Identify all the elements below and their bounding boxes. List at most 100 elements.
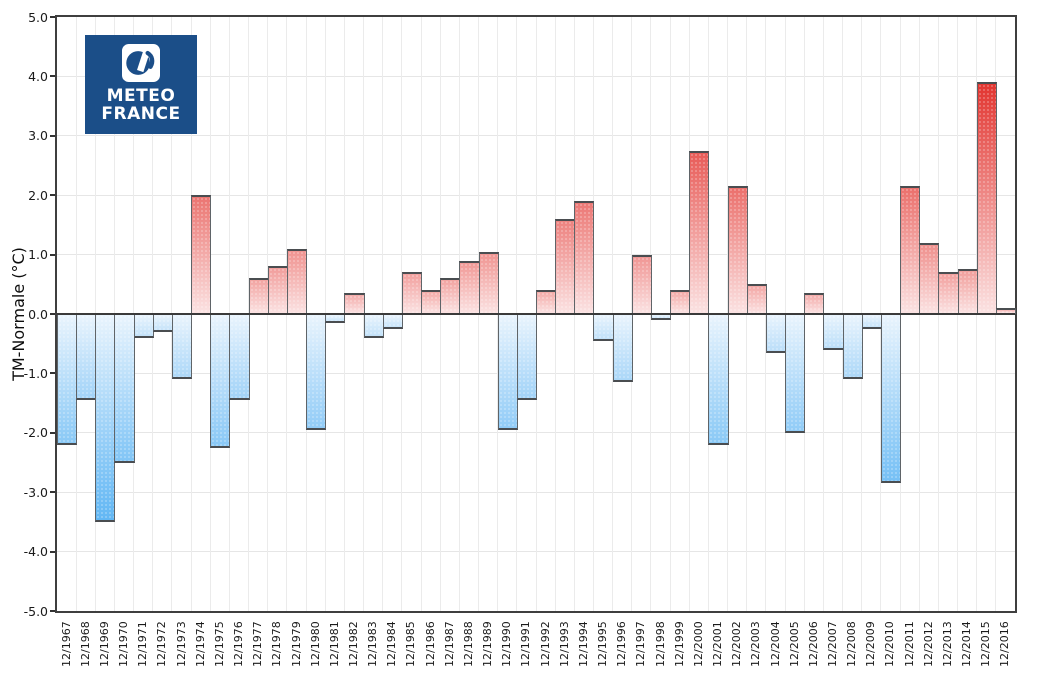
x-tick-label: 12/1983 [366,621,380,667]
x-tick-label: 12/1987 [442,621,456,667]
y-tick-label: -5.0 [23,603,48,619]
bar-12/1975 [210,314,231,448]
bar-12/2014 [957,269,978,314]
bar-12/2006 [804,293,825,314]
y-tick-mark [50,194,55,197]
x-tick-label: 12/1995 [596,621,610,667]
plot-area [55,15,1017,613]
bar-12/1980 [306,314,327,430]
bar-12/2004 [765,314,787,353]
x-tick-label: 12/2002 [730,621,744,667]
y-tick-mark [50,75,55,78]
x-tick-label: 12/2013 [940,621,954,667]
x-tick-label: 12/1984 [385,621,399,667]
logo-text-line2: FRANCE [101,104,181,124]
bar-12/2009 [861,314,882,329]
bar-12/2000 [689,150,710,314]
x-tick-label: 12/1998 [653,621,667,667]
meteo-france-icon [122,44,160,82]
bar-12/1972 [152,314,173,332]
x-tick-label: 12/2014 [960,621,974,667]
x-tick-label: 12/1968 [78,621,92,667]
y-tick-mark [50,313,55,315]
x-tick-label: 12/1979 [289,621,303,667]
x-tick-label: 12/1973 [174,621,188,667]
x-tick-label: 12/2007 [825,621,839,667]
y-tick-mark [50,372,55,375]
bar-12/1974 [191,195,212,314]
y-tick-label: -4.0 [23,544,48,560]
x-tick-label: 12/1970 [117,621,131,667]
bar-12/1970 [114,314,135,463]
y-tick-label: -2.0 [23,425,48,441]
x-tick-label: 12/2006 [806,621,820,667]
bar-12/1967 [57,314,78,445]
x-tick-label: 12/1992 [538,621,552,667]
x-tick-label: 12/1977 [251,621,265,667]
logo-text-line1: METEO [106,86,176,106]
x-tick-label: 12/1980 [308,621,322,667]
y-tick-label: 3.0 [28,128,48,144]
y-tick-mark [50,431,55,434]
x-tick-label: 12/1989 [481,621,495,667]
y-tick-mark [50,16,55,18]
y-tick-label: -1.0 [23,365,48,381]
bar-12/2003 [746,284,767,314]
x-tick-label: 12/1976 [232,621,246,667]
bar-12/1971 [133,314,154,338]
bar-12/2012 [919,242,940,314]
x-tick-label: 12/2000 [691,621,705,667]
x-tick-label: 12/1997 [634,621,648,667]
x-tick-label: 12/1975 [212,621,226,667]
zero-line [57,313,1015,315]
bar-12/1999 [670,290,691,314]
bar-12/1986 [421,290,442,314]
bar-12/1993 [555,218,576,314]
bar-12/1973 [171,314,193,380]
x-tick-label: 12/1967 [59,621,73,667]
x-tick-label: 12/1993 [557,621,571,667]
bar-12/1994 [574,201,595,314]
x-tick-label: 12/2016 [998,621,1012,667]
bar-12/1997 [631,254,652,314]
x-tick-label: 12/1974 [193,621,207,667]
bar-12/1995 [593,314,614,341]
y-tick-label: 4.0 [28,68,48,84]
y-tick-label: -3.0 [23,484,48,500]
y-tick-mark [50,550,55,553]
x-tick-label: 12/2009 [864,621,878,667]
x-tick-label: 12/1971 [136,621,150,667]
x-tick-label: 12/2005 [787,621,801,667]
bar-12/2008 [842,314,863,380]
bar-12/1996 [612,314,633,383]
y-tick-label: 5.0 [28,9,48,25]
x-tick-label: 12/1999 [672,621,686,667]
x-tick-label: 12/1972 [155,621,169,667]
y-tick-label: 2.0 [28,187,48,203]
x-tick-label: 12/1986 [423,621,437,667]
x-tick-label: 12/1969 [97,621,111,667]
bar-12/2015 [976,82,997,314]
x-tick-label: 12/2010 [883,621,897,667]
y-tick-mark [50,253,55,256]
x-tick-label: 12/1994 [576,621,590,667]
bar-12/1982 [344,293,365,314]
y-tick-label: 0.0 [28,306,48,322]
bar-12/1977 [248,278,269,314]
bar-12/1990 [497,314,518,430]
y-tick-mark [50,491,55,494]
y-tick-label: 1.0 [28,247,48,263]
bar-12/1979 [286,248,308,314]
bar-12/1984 [382,314,403,329]
x-tick-label: 12/1996 [615,621,629,667]
bar-12/1991 [516,314,537,401]
bar-12/1978 [267,266,288,314]
x-tick-label: 12/1990 [500,621,514,667]
x-tick-label: 12/1988 [461,621,475,667]
x-tick-label: 12/1982 [346,621,360,667]
x-tick-label: 12/2015 [979,621,993,667]
bar-12/2002 [727,186,748,314]
bar-12/2007 [823,314,844,350]
x-tick-label: 12/2003 [749,621,763,667]
